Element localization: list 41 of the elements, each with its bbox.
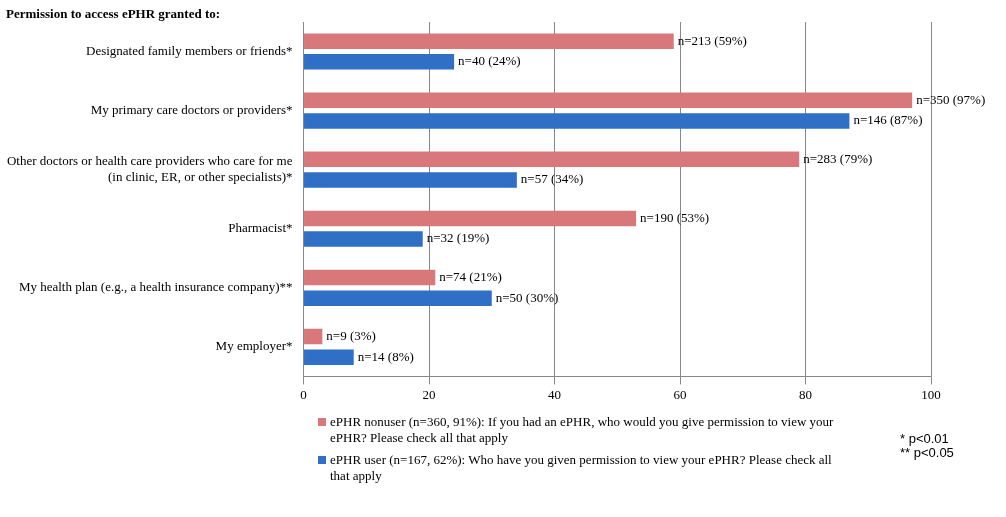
x-tick-label: 20 — [422, 386, 436, 402]
x-tick-label: 0 — [300, 386, 307, 402]
text: ** p<0.05 — [900, 445, 954, 460]
bar — [304, 151, 800, 168]
data-label: n=40 (24%) — [458, 53, 521, 69]
text: * p<0.01 — [900, 431, 950, 446]
data-label: n=74 (21%) — [439, 268, 502, 284]
bar — [304, 92, 913, 109]
bar — [304, 328, 323, 345]
y-tick-label: My employer* — [215, 338, 293, 354]
data-label: n=32 (19%) — [426, 230, 490, 246]
data-label: n=14 (8%) — [357, 348, 414, 364]
bar — [304, 113, 850, 129]
legend-label: ePHR nonuser (n=360, 91%): If you had an ePHR, who would you give permission to view your ePHR? Please check all that apply — [330, 414, 835, 446]
x-tick-label: 60 — [673, 386, 687, 402]
data-label: n=50 (30%) — [495, 289, 559, 305]
text: Permission to access ePHR granted to: — [6, 6, 221, 22]
data-label: n=350 (97%) — [916, 91, 986, 107]
bar — [304, 210, 637, 227]
bar — [304, 290, 492, 306]
data-label: n=57 (34%) — [520, 171, 584, 187]
y-tick-label: Pharmacist* — [228, 220, 293, 236]
y-tick-label: Designated family members or friends* — [86, 42, 293, 58]
bar — [304, 172, 517, 188]
data-label: n=283 (79%) — [803, 150, 873, 166]
data-label: n=190 (53%) — [640, 209, 710, 225]
y-tick-label: Other doctors or health care providers who care for me (in clinic, ER, or other specialists)* — [6, 153, 293, 184]
x-tick-label: 80 — [799, 386, 812, 402]
x-tick-label: 40 — [548, 386, 562, 402]
y-tick-label: My health plan (e.g., a health insurance company)** — [18, 279, 293, 295]
data-label: n=9 (3%) — [326, 327, 376, 343]
y-tick-label: My primary care doctors or providers* — [90, 102, 293, 118]
bar — [304, 54, 455, 70]
data-label: n=146 (87%) — [853, 112, 923, 128]
data-label: n=213 (59%) — [677, 32, 747, 48]
bar — [304, 231, 423, 247]
bar — [304, 269, 436, 286]
bar — [304, 33, 674, 49]
x-tick-label: 100 — [921, 386, 941, 402]
legend-label: ePHR user (n=167, 62%): Who have you given permission to view your ePHR? Please check all that apply — [330, 452, 833, 484]
bar — [304, 349, 354, 365]
